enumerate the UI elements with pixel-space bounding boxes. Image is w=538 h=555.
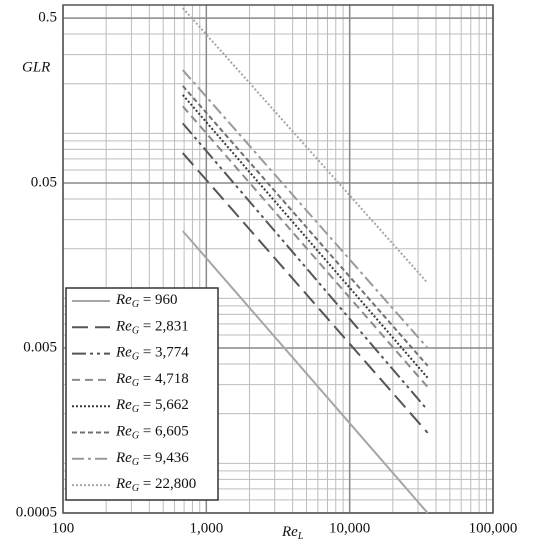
legend-label: ReG = 3,774 xyxy=(115,345,189,363)
plot-border xyxy=(62,4,494,514)
y-axis-label: GLR xyxy=(22,59,50,75)
x-tick-label: 100,000 xyxy=(469,520,518,536)
legend-label: ReG = 4,718 xyxy=(115,371,189,389)
y-tick-label: 0.05 xyxy=(31,174,57,190)
legend-label: ReG = 5,662 xyxy=(115,398,189,416)
series-line xyxy=(182,122,429,411)
legend-label: ReG = 22,800 xyxy=(115,477,196,495)
y-tick-label: 0.5 xyxy=(38,10,57,26)
legend-label: ReG = 2,831 xyxy=(115,319,189,337)
legend-box xyxy=(65,287,219,501)
series-line xyxy=(182,152,429,434)
series-line xyxy=(182,230,429,514)
x-tick-label: 100 xyxy=(52,520,75,536)
x-tick-label: 10,000 xyxy=(329,520,370,536)
legend-label: ReG = 6,605 xyxy=(115,424,189,442)
series-line xyxy=(182,85,429,367)
series-line xyxy=(182,7,429,284)
series-line xyxy=(182,105,429,388)
y-tick-label: 0.005 xyxy=(23,339,57,355)
y-tick-label: 0.0005 xyxy=(16,504,57,520)
legend-label: ReG = 9,436 xyxy=(115,450,189,468)
x-tick-label: 1,000 xyxy=(189,520,223,536)
series-line xyxy=(182,69,429,349)
legend-label: ReG = 960 xyxy=(115,292,178,310)
x-axis-label: ReL xyxy=(281,524,304,542)
